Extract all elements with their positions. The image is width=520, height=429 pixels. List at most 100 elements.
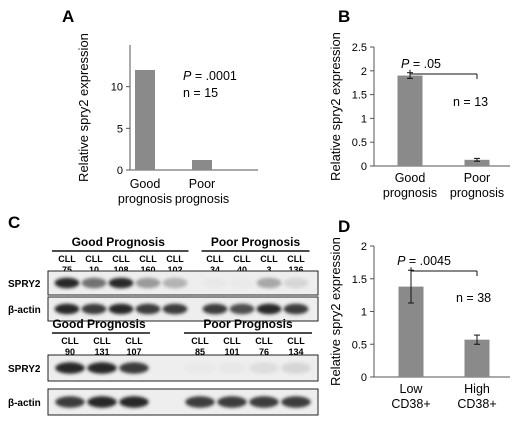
bar-a-2 xyxy=(192,160,212,170)
blot-lane-prefix: CLL xyxy=(287,336,305,346)
y-axis-label-b: Relative spry2 expression xyxy=(328,32,343,181)
y-tick-label-d: 1 xyxy=(361,307,367,319)
category-label-b: prognosis xyxy=(450,186,504,200)
blot-lane-id: 3 xyxy=(266,265,271,275)
p-symbol-a: P xyxy=(183,69,192,83)
category-label-b: Good xyxy=(395,171,426,185)
blot-band xyxy=(229,303,255,315)
blot-band xyxy=(81,303,107,315)
blot-row-label: SPRY2 xyxy=(8,364,41,375)
blot-band xyxy=(108,277,134,289)
p-number-b: = .05 xyxy=(409,57,441,71)
chart-b: 0 0.5 1 1.5 2 2.5 Relative spry2 expression Goo… xyxy=(328,32,510,200)
blot-band xyxy=(249,362,279,374)
panel-label-d: D xyxy=(338,217,350,236)
blot-band xyxy=(283,303,309,315)
p-value-d: P = .0045 xyxy=(397,254,451,268)
y-tick-label-b: 0.5 xyxy=(352,137,367,149)
bar-b-2 xyxy=(464,159,490,166)
blot-band xyxy=(249,396,279,408)
y-tick-label-d: 0 xyxy=(361,372,367,384)
panel-label-b: B xyxy=(338,7,350,26)
category-label-a: Good xyxy=(130,177,161,191)
blot-lane-prefix: CLL xyxy=(260,254,278,264)
blot-band xyxy=(54,277,80,289)
blot-band xyxy=(162,277,188,289)
blot-lane-id: 160 xyxy=(140,265,155,275)
blot-lane-id: 40 xyxy=(237,265,247,275)
y-tick-label-a: 10 xyxy=(111,82,123,94)
category-label-a: prognosis xyxy=(175,192,229,206)
blot-lane-prefix: CLL xyxy=(191,336,209,346)
blot-band xyxy=(135,277,161,289)
p-value-b: P = .05 xyxy=(401,57,441,71)
category-label-d: CD38+ xyxy=(391,397,430,411)
blot-lane-prefix: CLL xyxy=(223,336,241,346)
blot-band xyxy=(55,396,85,408)
blot-band xyxy=(55,362,85,374)
category-label-d: Low xyxy=(400,382,424,396)
bar-a-1 xyxy=(135,70,155,170)
blot-band xyxy=(229,277,255,289)
panel-label-a: A xyxy=(62,7,74,26)
blot-lane-id: 75 xyxy=(62,265,72,275)
blot-lane-prefix: CLL xyxy=(233,254,251,264)
blot-group-poor-title: Poor Prognosis xyxy=(211,235,301,249)
blot-band xyxy=(108,303,134,315)
category-label-a: prognosis xyxy=(118,192,172,206)
category-label-b: Poor xyxy=(464,171,490,185)
y-tick-label-b: 2.5 xyxy=(352,42,367,54)
y-tick-label-a: 5 xyxy=(117,123,123,135)
blot-band xyxy=(202,303,228,315)
blot-lane-prefix: CLL xyxy=(58,254,76,264)
blot-lane-id: 131 xyxy=(94,347,109,357)
blot-lane-prefix: CLL xyxy=(112,254,130,264)
blot-band xyxy=(135,303,161,315)
blot-group-good-title: Good Prognosis xyxy=(72,235,166,249)
bar-d-2 xyxy=(464,339,490,377)
blot-band xyxy=(256,277,282,289)
panel-label-c: C xyxy=(8,213,20,232)
blot-band xyxy=(119,362,149,374)
blot-lane-prefix: CLL xyxy=(287,254,305,264)
p-number-a: = .0001 xyxy=(191,69,237,83)
category-label-d: CD38+ xyxy=(457,397,496,411)
western-blot-bottom: Good Prognosis Poor PrognosisCLL90CLL131C… xyxy=(8,317,319,416)
blot-row-label: β-actin xyxy=(8,305,41,316)
blot-lane-id: 10 xyxy=(89,265,99,275)
blot-lane-id: 34 xyxy=(210,265,220,275)
blot-group-poor-title: Poor Prognosis xyxy=(203,317,293,331)
blot-lane-prefix: CLL xyxy=(85,254,103,264)
blot-band xyxy=(283,277,309,289)
category-label-d: High xyxy=(464,382,490,396)
blot-band xyxy=(281,362,311,374)
blot-band xyxy=(202,277,228,289)
blot-band xyxy=(185,362,215,374)
blot-band xyxy=(185,396,215,408)
y-tick-label-b: 1.5 xyxy=(352,90,367,102)
p-symbol-d: P xyxy=(397,254,406,268)
y-axis-label-a: Relative spry2 expression xyxy=(76,33,91,182)
blot-band xyxy=(217,396,247,408)
blot-band xyxy=(87,362,117,374)
blot-lane-prefix: CLL xyxy=(139,254,157,264)
blot-lane-id: 90 xyxy=(65,347,75,357)
y-axis-label-d: Relative spry2 expression xyxy=(328,237,343,386)
blot-row-label: SPRY2 xyxy=(8,279,41,290)
blot-lane-id: 134 xyxy=(288,347,303,357)
p-symbol-b: P xyxy=(401,57,410,71)
n-count-b: n = 13 xyxy=(453,95,488,109)
n-count-a: n = 15 xyxy=(183,86,218,100)
y-tick-label-d: 0.5 xyxy=(352,339,367,351)
y-tick-label-d: 1.5 xyxy=(352,274,367,286)
western-blot-top: Good Prognosis Poor PrognosisCLL75CLL10CL… xyxy=(8,235,319,322)
bar-b-1 xyxy=(397,75,423,166)
blot-lane-id: 85 xyxy=(195,347,205,357)
y-tick-label-b: 2 xyxy=(361,66,367,78)
y-tick-label-b: 1 xyxy=(361,113,367,125)
y-tick-label-a: 0 xyxy=(117,165,123,177)
blot-band xyxy=(81,277,107,289)
blot-lane-prefix: CLL xyxy=(166,254,184,264)
blot-row-label: β-actin xyxy=(8,398,41,409)
